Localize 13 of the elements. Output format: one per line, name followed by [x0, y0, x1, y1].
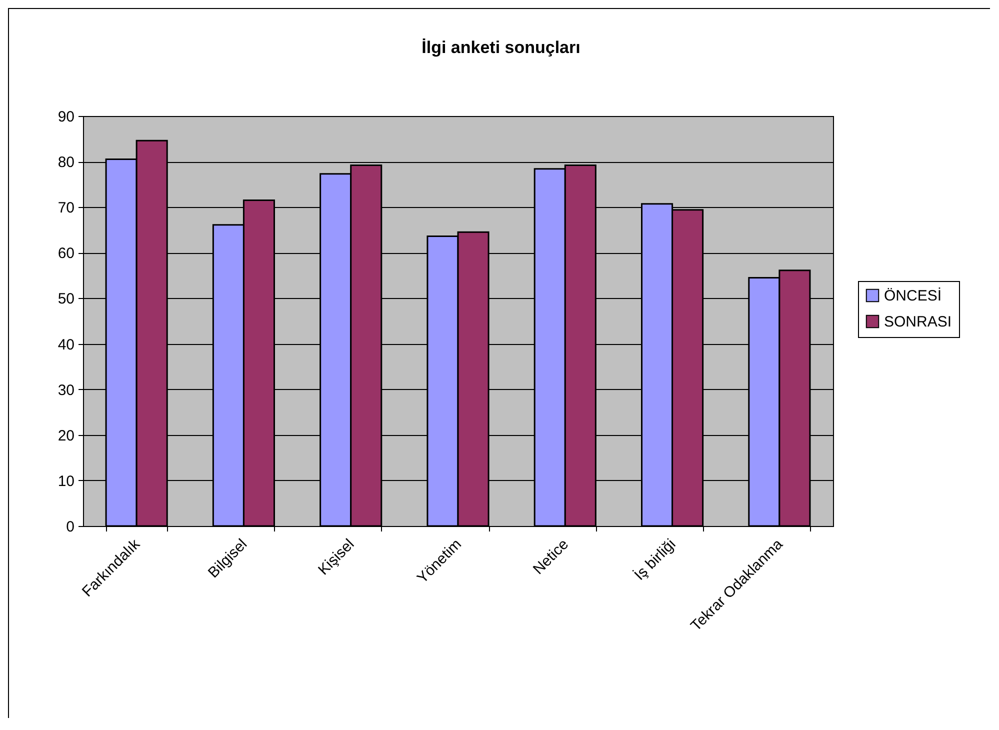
- y-tick-label: 0: [66, 518, 74, 536]
- y-tick-label: 70: [58, 200, 74, 217]
- y-tick-label: 10: [58, 472, 74, 490]
- chart-title: İlgi anketi sonuçları: [422, 38, 580, 57]
- y-tick-label: 80: [58, 154, 74, 172]
- y-tick-label: 50: [58, 290, 74, 308]
- y-tick-label: 30: [58, 382, 74, 399]
- y-tick-label: 60: [58, 245, 74, 262]
- y-tick-label: 20: [58, 427, 74, 444]
- y-tick-label: 90: [58, 108, 74, 126]
- y-tick-label: 40: [58, 336, 74, 354]
- legend-label: ÖNCESİ: [884, 286, 942, 304]
- legend-label: SONRASI: [884, 314, 952, 330]
